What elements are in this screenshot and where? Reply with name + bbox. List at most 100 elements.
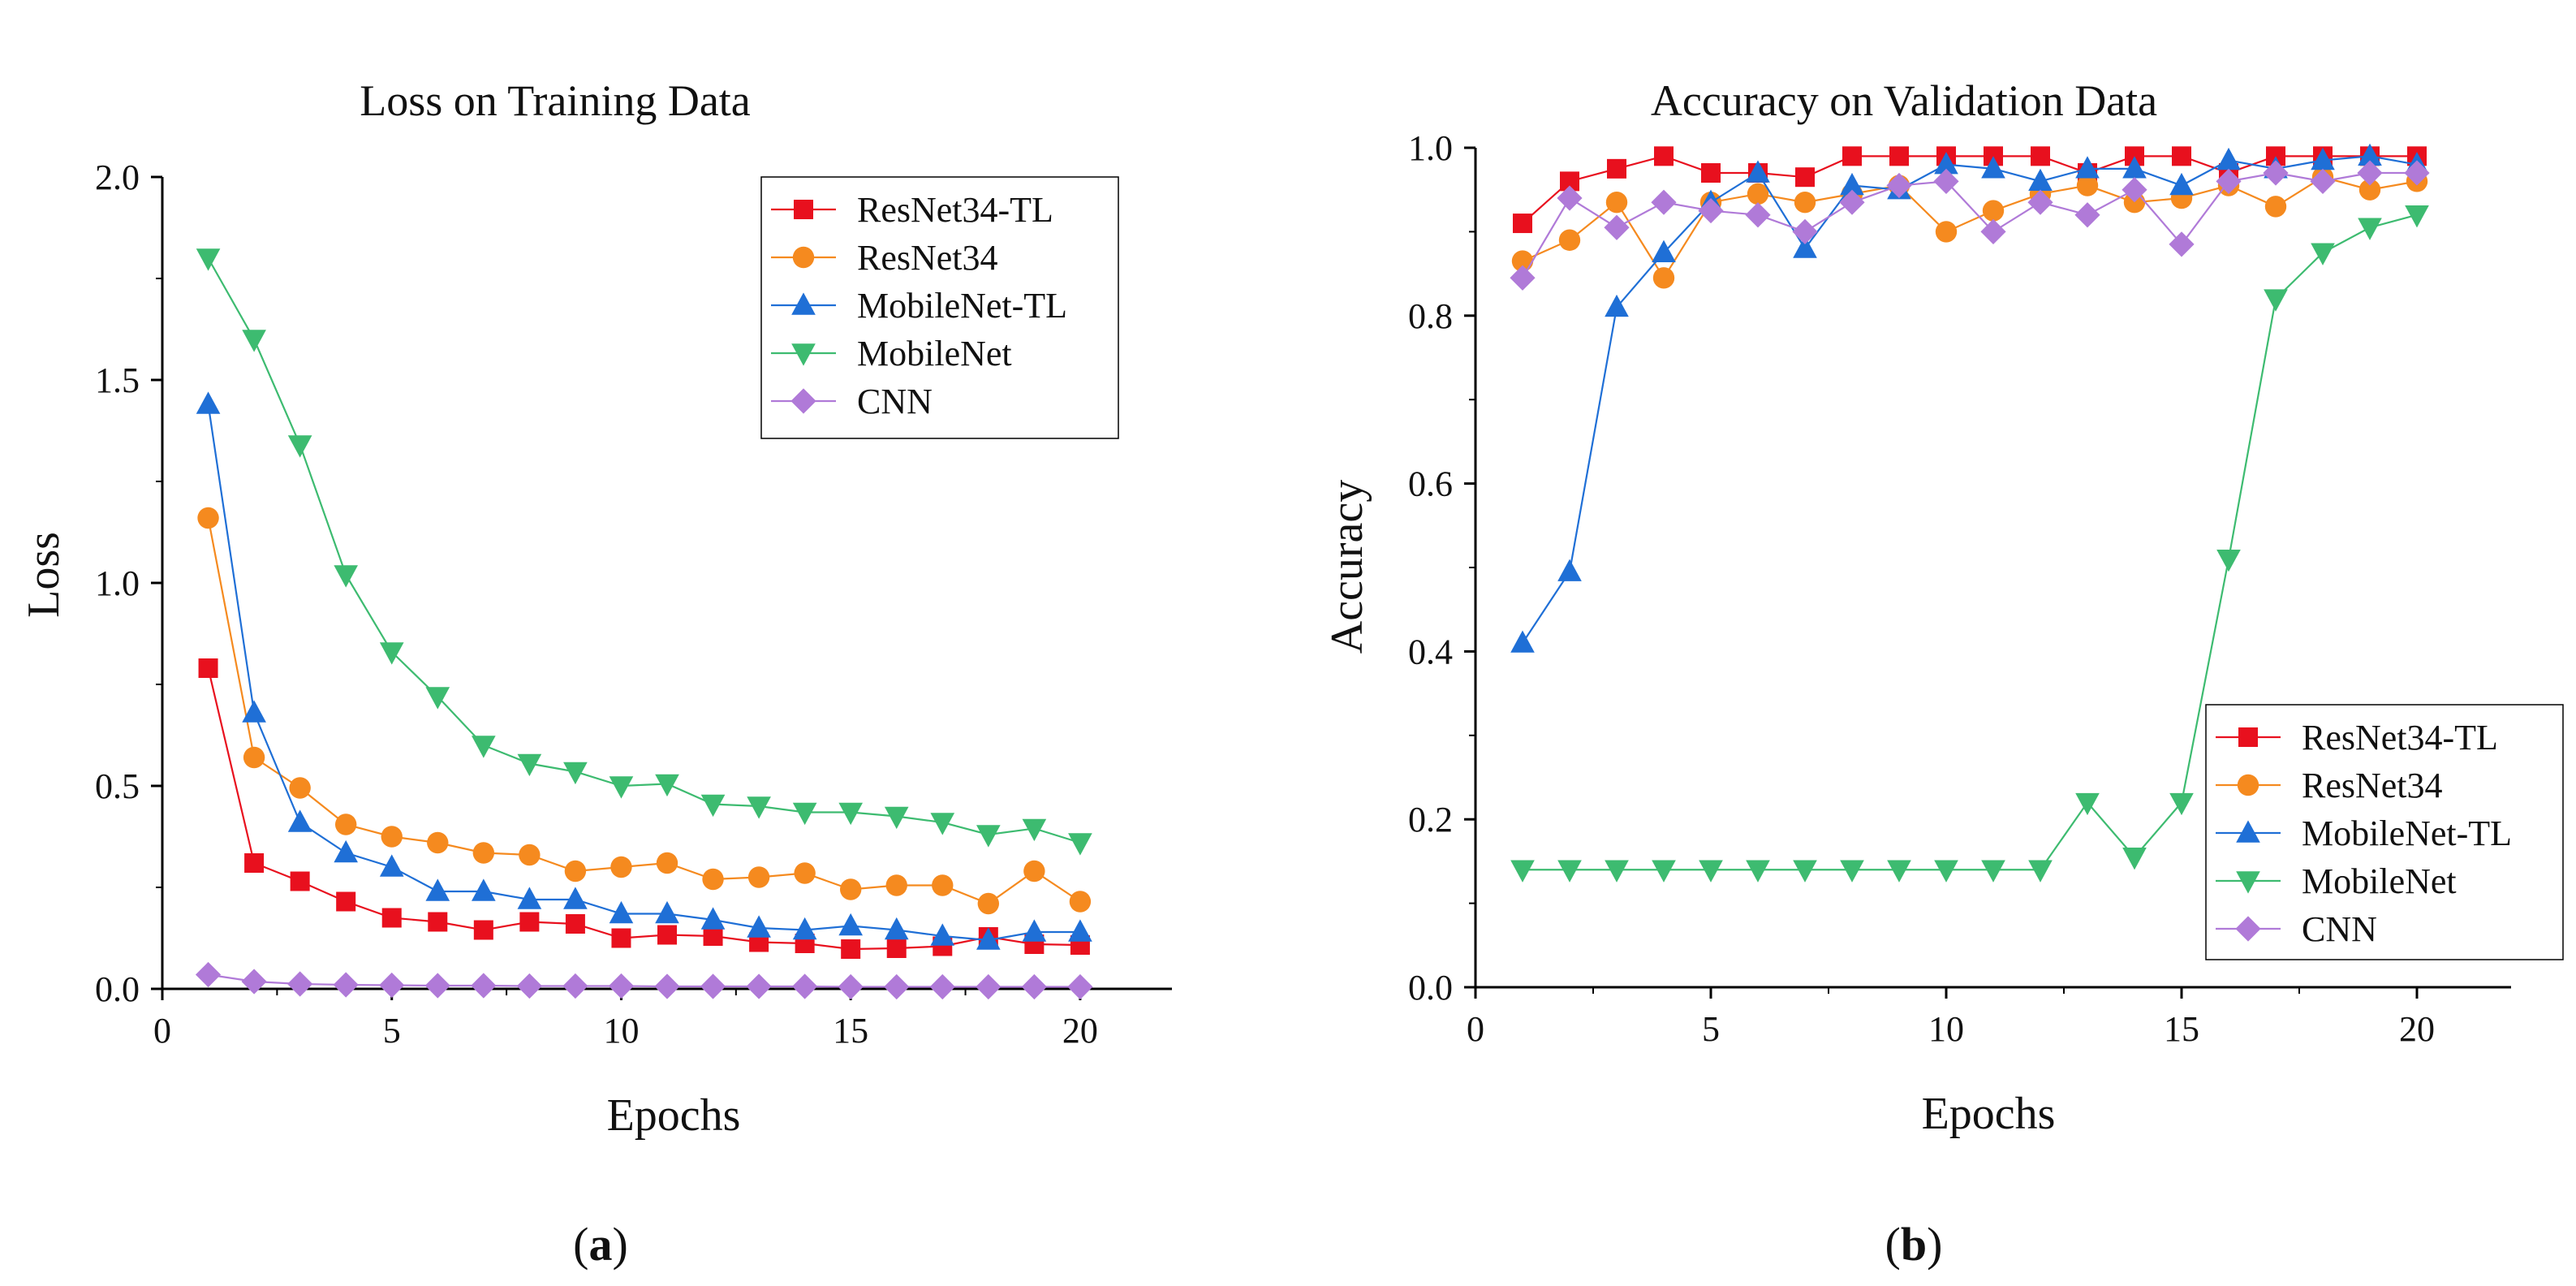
data-point [794,862,816,884]
legend-label: MobileNet [857,334,1012,373]
data-point [1022,818,1047,842]
data-point [884,806,909,830]
data-point [1839,189,1865,215]
data-point [2031,146,2050,166]
data-point [2311,243,2335,265]
data-point [885,874,907,896]
data-point [700,973,726,999]
data-point [2122,177,2147,203]
data-point [334,565,359,588]
data-point [379,972,405,999]
data-point [1981,860,2005,883]
data-point [1557,185,1583,211]
legend-item: MobileNet [771,334,1012,373]
legend-marker [2238,727,2258,747]
data-point [1747,183,1769,205]
x-axis-label: Epochs [607,1090,741,1141]
data-point [656,852,678,874]
chart-title: Loss on Training Data [360,76,751,125]
series-line [207,517,1081,905]
data-point [287,435,312,458]
data-point [381,826,403,848]
data-point [2027,189,2053,215]
data-point [1934,860,1958,883]
data-point [1605,192,1628,214]
legend-marker [791,292,816,315]
legend-marker [790,388,816,414]
data-point [1021,973,1047,1000]
data-point [884,973,910,1000]
data-point [333,972,359,998]
data-point [1793,860,1817,883]
data-point [289,777,311,799]
data-point [609,776,634,799]
data-point [1980,218,2006,244]
axes: 0 5 10 15 20 0.0 0.2 0.4 0.6 0.8 1.0 [1408,128,2511,1049]
x-tick-label: 5 [383,1011,401,1051]
y-tick-label: 0.5 [95,766,140,806]
series-ResNet34-TL [198,658,1090,959]
axes: 0 5 10 15 20 0.0 0.5 1.0 1.5 2.0 [95,158,1172,1051]
data-point [747,866,770,888]
data-point [1934,152,1958,175]
data-point [2404,160,2430,186]
legend-marker [2236,820,2260,843]
data-point [1794,192,1816,214]
data-point [838,913,864,936]
legend-item: CNN [2216,909,2377,949]
data-point [379,642,404,665]
data-point [334,813,357,835]
legend-label: CNN [857,382,933,421]
data-point [1981,156,2005,179]
data-point [1795,167,1815,188]
series-MobileNet-TL [1510,143,2429,653]
series-ResNet34 [197,507,1092,915]
legend-box [760,176,1119,439]
data-point [1793,235,1817,258]
data-point [1513,214,1532,234]
data-point [2074,202,2100,228]
x-tick-label: 15 [2164,1009,2199,1049]
legend-item: CNN [771,382,933,421]
data-point [197,507,219,529]
y-tick-label: 0.4 [1408,632,1453,671]
data-point [336,891,356,912]
legend-marker [794,200,813,219]
data-point [1558,229,1581,251]
legend-label: ResNet34 [2302,766,2443,805]
legend-item: ResNet34-TL [2216,718,2498,757]
legend-label: ResNet34 [857,238,998,278]
series-line [1523,214,2418,871]
data-point [243,746,265,769]
series-ResNet34-TL [1513,146,2427,234]
series-MobileNet [1510,205,2429,883]
data-point [473,920,493,940]
data-point [930,923,955,946]
data-point [747,796,771,819]
data-point [1510,630,1535,653]
data-point [2357,160,2383,186]
data-point [1840,172,1864,196]
data-point [1067,973,1093,1000]
data-point [1889,146,1909,166]
y-tick-label: 0.6 [1408,464,1453,504]
data-point [2358,179,2381,201]
data-point [655,774,679,797]
data-point [519,844,541,866]
data-point [702,868,724,891]
data-point [792,973,818,999]
legend-item: MobileNet [2216,861,2457,901]
y-tick-label: 0.0 [95,969,140,1009]
legend-marker [792,246,815,269]
legend-item: ResNet34-TL [771,190,1053,230]
data-point [425,878,450,901]
data-point [471,878,496,901]
data-point [334,839,359,863]
data-point [1511,250,1534,272]
data-point [2216,549,2241,572]
legend-label: ResNet34-TL [857,190,1053,230]
data-point [1792,218,1818,244]
y-tick-label: 0.8 [1408,296,1453,336]
data-point [471,973,497,999]
